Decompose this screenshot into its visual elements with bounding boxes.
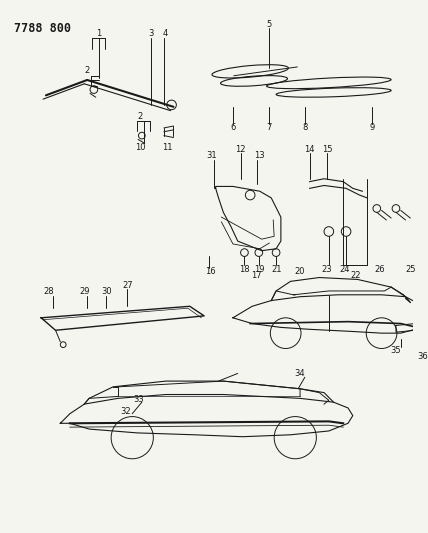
- Text: 24: 24: [339, 265, 349, 274]
- Text: 34: 34: [295, 369, 305, 378]
- Text: 30: 30: [101, 287, 112, 296]
- Text: 8: 8: [302, 124, 308, 132]
- Text: 19: 19: [255, 265, 265, 274]
- Text: 12: 12: [235, 144, 246, 154]
- Text: 15: 15: [322, 144, 332, 154]
- Text: 5: 5: [267, 20, 272, 29]
- Text: 27: 27: [122, 281, 133, 290]
- Text: 3: 3: [149, 29, 154, 38]
- Text: 7: 7: [267, 124, 272, 132]
- Text: 18: 18: [239, 265, 250, 274]
- Text: 4: 4: [162, 29, 167, 38]
- Text: 21: 21: [272, 265, 282, 274]
- Text: 29: 29: [79, 287, 89, 296]
- Text: 6: 6: [230, 124, 236, 132]
- Text: 22: 22: [351, 271, 361, 280]
- Text: 36: 36: [417, 352, 428, 361]
- Text: 25: 25: [405, 265, 416, 274]
- Text: 33: 33: [134, 395, 144, 404]
- Text: 2: 2: [137, 112, 143, 121]
- Text: 7788 800: 7788 800: [14, 22, 71, 35]
- Text: 28: 28: [44, 287, 54, 296]
- Text: 31: 31: [207, 151, 217, 160]
- Text: 9: 9: [369, 124, 374, 132]
- Text: 13: 13: [255, 151, 265, 160]
- Text: 14: 14: [304, 144, 315, 154]
- Text: 32: 32: [120, 407, 131, 416]
- Text: 20: 20: [295, 267, 305, 276]
- Text: 1: 1: [96, 29, 101, 38]
- Text: 2: 2: [85, 66, 90, 75]
- Text: 17: 17: [252, 271, 262, 280]
- Text: 10: 10: [135, 143, 145, 151]
- Text: 23: 23: [321, 265, 332, 274]
- Text: 11: 11: [163, 143, 173, 151]
- Text: 26: 26: [374, 265, 385, 274]
- Text: 16: 16: [205, 267, 215, 276]
- Text: 35: 35: [391, 346, 401, 355]
